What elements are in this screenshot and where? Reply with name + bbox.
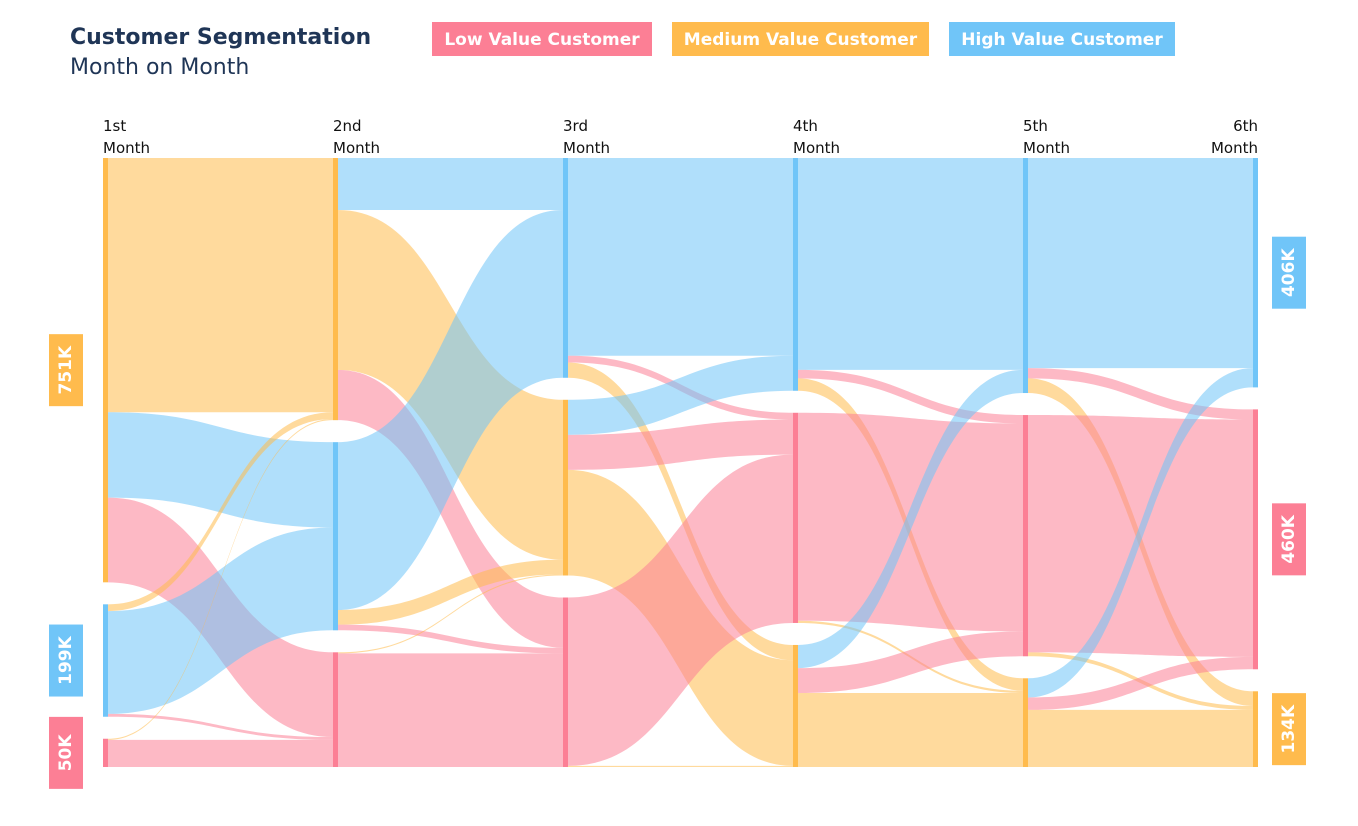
flow — [338, 653, 563, 767]
flow — [1028, 368, 1253, 698]
node-bar — [103, 738, 108, 767]
flow — [108, 713, 333, 740]
flow — [108, 527, 333, 714]
chart-subtitle: Month on Month — [70, 55, 249, 80]
flow — [338, 624, 563, 654]
flow — [1028, 709, 1253, 767]
flow — [1028, 158, 1253, 369]
column-label: 3rd Month — [563, 117, 610, 157]
node-bar — [793, 644, 798, 767]
flow — [568, 158, 793, 356]
legend-label: Medium Value Customer — [684, 30, 918, 50]
flow — [108, 158, 333, 413]
flow — [798, 369, 1023, 424]
flow — [108, 412, 333, 612]
node-bar — [103, 158, 108, 583]
flow — [108, 419, 333, 740]
node-bar — [1253, 691, 1258, 767]
node-bar — [793, 412, 798, 623]
column-label: 1st Month — [103, 117, 150, 157]
node-label: 50K — [56, 734, 76, 772]
node-label-box — [49, 334, 83, 407]
node-bar — [563, 597, 568, 767]
flow — [568, 355, 793, 435]
column-label: 4th Month — [793, 117, 840, 157]
node-label-box — [1272, 236, 1306, 309]
node-bar — [333, 652, 338, 767]
node-label: 406K — [1279, 248, 1299, 297]
flow — [108, 739, 333, 767]
node-label-box — [49, 716, 83, 789]
node-bar — [1023, 678, 1028, 767]
column-label: 5th Month — [1023, 117, 1070, 157]
flow — [1028, 656, 1253, 710]
node-label: 751K — [56, 345, 76, 394]
node-label-box — [1272, 503, 1306, 576]
flow — [338, 158, 563, 210]
node-label: 199K — [56, 635, 76, 684]
node-label: 134K — [1279, 704, 1299, 753]
flow — [568, 454, 793, 766]
legend-label: Low Value Customer — [444, 30, 640, 50]
node-bar — [1253, 158, 1258, 388]
node-bar — [1253, 409, 1258, 670]
flow — [568, 765, 793, 767]
node-bar — [333, 158, 338, 421]
legend-label: High Value Customer — [961, 30, 1163, 50]
flow — [568, 362, 793, 661]
node-label-box — [49, 624, 83, 697]
node-bar — [563, 158, 568, 378]
node-label-box — [1272, 693, 1306, 766]
legend-box — [949, 22, 1175, 56]
flow — [338, 559, 563, 625]
nodes: 751K 199K 50K 406K 460K 134K — [49, 158, 1306, 789]
flow — [568, 419, 793, 470]
flow — [798, 631, 1023, 693]
flow — [798, 158, 1023, 370]
flow — [338, 574, 563, 654]
node-bar — [1023, 158, 1028, 394]
node-label: 460K — [1279, 514, 1299, 563]
flow — [798, 692, 1023, 767]
node-bar — [563, 399, 568, 576]
legend-box — [432, 22, 652, 56]
column-label: 2nd Month — [333, 117, 380, 157]
flow — [798, 369, 1023, 669]
chart-title: Customer Segmentation — [70, 25, 371, 50]
links — [108, 158, 1253, 767]
legend-box — [672, 22, 929, 56]
flow — [108, 412, 333, 528]
column-label: 6th Month — [1211, 117, 1258, 157]
node-bar — [793, 158, 798, 391]
node-bar — [103, 604, 108, 717]
node-bar — [1023, 415, 1028, 657]
flow — [338, 209, 563, 610]
node-bar — [333, 442, 338, 631]
